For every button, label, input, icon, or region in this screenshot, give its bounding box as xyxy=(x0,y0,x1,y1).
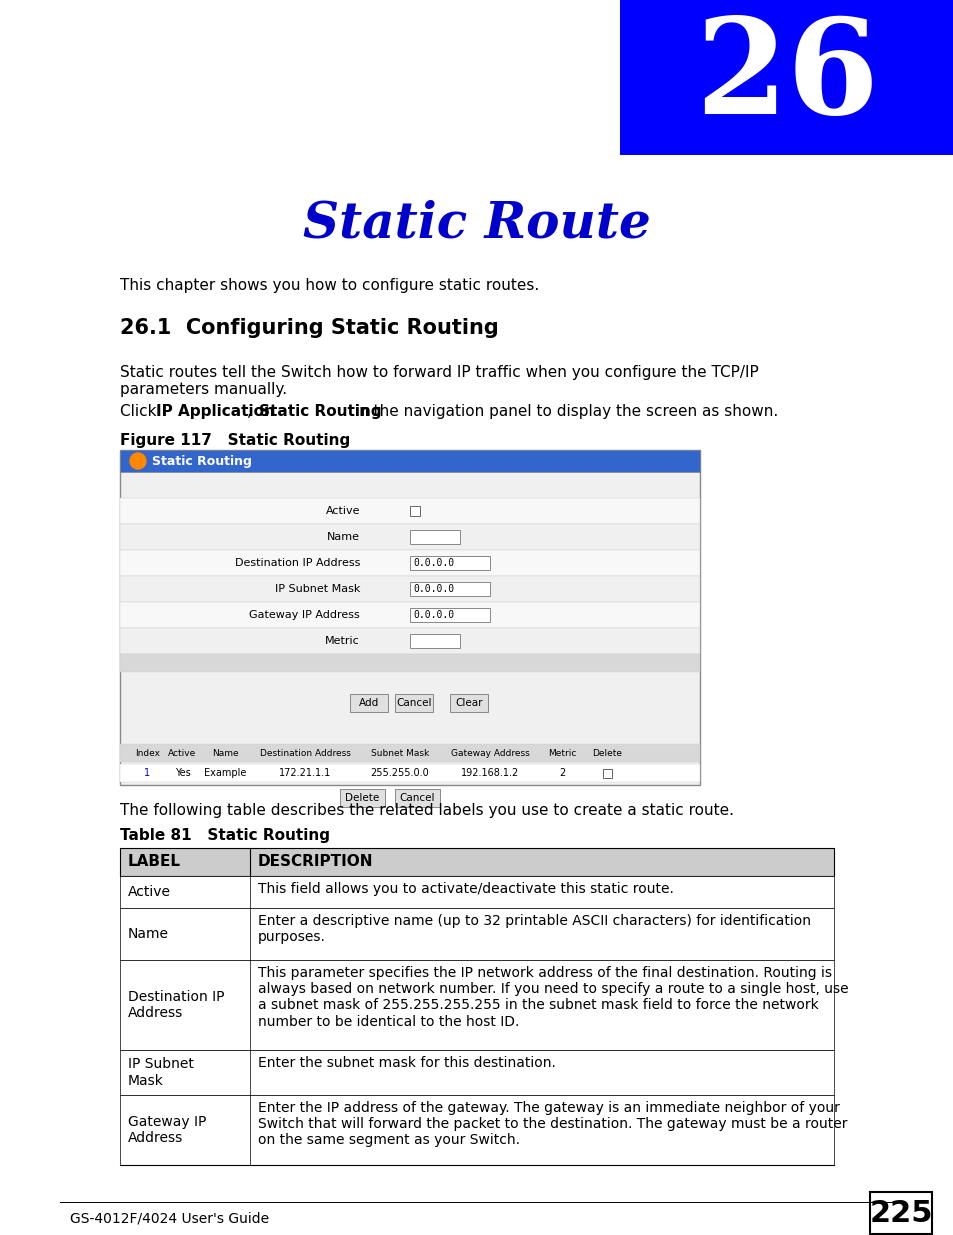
Text: IP Subnet Mask: IP Subnet Mask xyxy=(274,584,359,594)
Bar xyxy=(602,768,612,778)
Text: Active: Active xyxy=(325,506,359,516)
Text: This chapter shows you how to configure static routes.: This chapter shows you how to configure … xyxy=(120,278,538,293)
Text: GS-4012F/4024 User's Guide: GS-4012F/4024 User's Guide xyxy=(70,1212,269,1226)
Bar xyxy=(120,743,700,762)
Text: Name: Name xyxy=(128,927,169,941)
Text: Cancel: Cancel xyxy=(395,698,432,708)
Bar xyxy=(120,1050,833,1095)
Text: IP Application: IP Application xyxy=(156,404,274,419)
Circle shape xyxy=(130,453,146,469)
Text: Gateway Address: Gateway Address xyxy=(450,748,529,757)
Bar xyxy=(410,506,419,516)
Bar xyxy=(410,582,490,597)
Text: Name: Name xyxy=(212,748,238,757)
Text: 26.1  Configuring Static Routing: 26.1 Configuring Static Routing xyxy=(120,317,498,338)
Text: Enter the subnet mask for this destination.: Enter the subnet mask for this destinati… xyxy=(257,1056,556,1070)
Bar xyxy=(120,629,700,655)
Bar xyxy=(120,764,700,782)
Text: Active: Active xyxy=(168,748,196,757)
Text: ,: , xyxy=(247,404,256,419)
Bar xyxy=(120,908,833,960)
Bar xyxy=(120,601,700,629)
Text: Metric: Metric xyxy=(325,636,359,646)
Bar xyxy=(619,0,953,156)
Text: 0.0.0.0: 0.0.0.0 xyxy=(413,558,454,568)
Text: 2: 2 xyxy=(558,768,565,778)
Text: This parameter specifies the IP network address of the final destination. Routin: This parameter specifies the IP network … xyxy=(257,966,848,1029)
Text: Enter the IP address of the gateway. The gateway is an immediate neighbor of you: Enter the IP address of the gateway. The… xyxy=(257,1100,846,1147)
Text: Metric: Metric xyxy=(548,748,576,757)
Text: Destination IP Address: Destination IP Address xyxy=(234,558,359,568)
Bar xyxy=(450,694,488,713)
Text: Example: Example xyxy=(204,768,246,778)
Text: Enter a descriptive name (up to 32 printable ASCII characters) for identificatio: Enter a descriptive name (up to 32 print… xyxy=(257,914,810,945)
Text: Static Route: Static Route xyxy=(303,200,650,249)
Bar xyxy=(120,450,700,785)
Bar xyxy=(350,694,388,713)
Bar xyxy=(339,789,385,806)
Bar xyxy=(120,550,700,576)
Text: Cancel: Cancel xyxy=(399,793,435,803)
Text: 0.0.0.0: 0.0.0.0 xyxy=(413,610,454,620)
Text: Name: Name xyxy=(327,532,359,542)
Text: 172.21.1.1: 172.21.1.1 xyxy=(278,768,331,778)
Bar xyxy=(120,498,700,524)
Bar xyxy=(120,655,700,672)
Bar xyxy=(120,524,700,550)
Text: Table 81   Static Routing: Table 81 Static Routing xyxy=(120,827,330,844)
Bar xyxy=(395,694,433,713)
Text: 0.0.0.0: 0.0.0.0 xyxy=(413,584,454,594)
Text: Static Routing: Static Routing xyxy=(152,454,252,468)
Bar xyxy=(120,960,833,1050)
Text: Static routes tell the Switch how to forward IP traffic when you configure the T: Static routes tell the Switch how to for… xyxy=(120,366,758,398)
Bar xyxy=(410,556,490,571)
Text: 225: 225 xyxy=(868,1198,932,1228)
Text: Clear: Clear xyxy=(455,698,482,708)
Text: Destination Address: Destination Address xyxy=(259,748,350,757)
Text: Gateway IP
Address: Gateway IP Address xyxy=(128,1115,206,1145)
Bar xyxy=(410,608,490,622)
Text: Click: Click xyxy=(120,404,161,419)
Text: 255.255.0.0: 255.255.0.0 xyxy=(370,768,429,778)
Bar xyxy=(869,1192,931,1234)
Bar xyxy=(120,876,833,908)
Bar xyxy=(395,789,439,806)
Text: LABEL: LABEL xyxy=(128,855,181,869)
Text: Index: Index xyxy=(135,748,160,757)
Text: Active: Active xyxy=(128,885,171,899)
Text: in the navigation panel to display the screen as shown.: in the navigation panel to display the s… xyxy=(350,404,778,419)
Text: This field allows you to activate/deactivate this static route.: This field allows you to activate/deacti… xyxy=(257,882,673,897)
Bar xyxy=(120,576,700,601)
Bar xyxy=(120,450,700,472)
Text: Yes: Yes xyxy=(174,768,191,778)
Text: 1: 1 xyxy=(144,768,151,778)
Text: IP Subnet
Mask: IP Subnet Mask xyxy=(128,1057,193,1088)
Text: Delete: Delete xyxy=(592,748,622,757)
Bar xyxy=(410,530,459,543)
Bar xyxy=(120,848,833,876)
Text: The following table describes the related labels you use to create a static rout: The following table describes the relate… xyxy=(120,803,733,818)
Text: Destination IP
Address: Destination IP Address xyxy=(128,990,224,1020)
Text: Add: Add xyxy=(358,698,378,708)
Text: Subnet Mask: Subnet Mask xyxy=(371,748,429,757)
Text: Gateway IP Address: Gateway IP Address xyxy=(249,610,359,620)
Text: Static Routing: Static Routing xyxy=(258,404,381,419)
Text: DESCRIPTION: DESCRIPTION xyxy=(257,855,374,869)
Text: 192.168.1.2: 192.168.1.2 xyxy=(460,768,518,778)
Text: 26: 26 xyxy=(695,14,878,142)
Text: Delete: Delete xyxy=(345,793,378,803)
Bar xyxy=(120,1095,833,1165)
Bar xyxy=(410,634,459,648)
Text: Figure 117   Static Routing: Figure 117 Static Routing xyxy=(120,433,350,448)
